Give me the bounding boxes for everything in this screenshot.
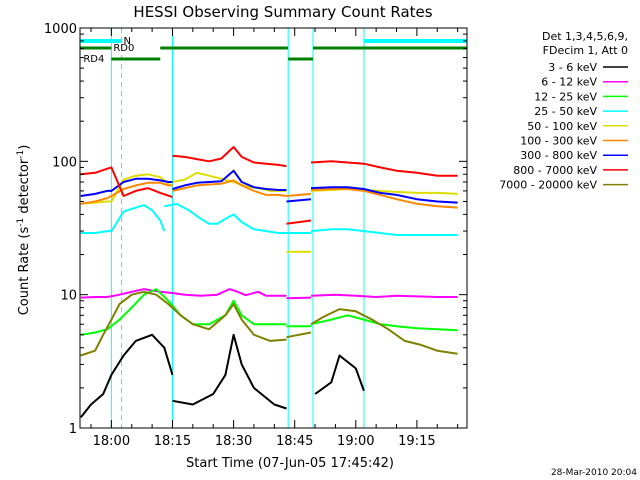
series-7-segment-1 [172,146,287,168]
legend-label-6: 300 - 800 keV [520,149,597,162]
x-axis-label: Start Time (07-Jun-05 17:45:42) [186,456,394,471]
legend-header-0: Det 1,3,4,5,6,9, [542,30,628,43]
chart-title: HESSI Observing Summary Count Rates [133,3,432,21]
x-tick-label-1: 18:15 [154,434,191,449]
x-tick-label-5: 19:15 [398,434,435,449]
mode-label-n: N [124,36,131,47]
legend-label-2: 12 - 25 keV [534,90,597,103]
series-6-segment-3 [310,186,458,204]
series-5-segment-0 [80,181,173,205]
series-3-segment-1 [164,202,287,234]
legend-header-1: FDecim 1, Att 0 [543,44,628,57]
axes: 18:00 18:15 18:30 18:45 19:00 19:15 1 10 100 1000 [44,22,467,449]
series-8-segment-1 [286,331,312,339]
x-tick-label-0: 18:00 [93,434,130,449]
mode-label-rd0: RD0 [113,43,134,54]
legend-label-8: 7000 - 20000 keV [499,179,597,192]
legend-label-3: 25 - 50 keV [534,105,597,118]
legend-label-0: 3 - 6 keV [548,61,597,74]
timestamp: 28-Mar-2010 20:04 [551,468,637,478]
series-3-segment-3 [310,228,458,236]
legend-label-7: 800 - 7000 keV [513,164,597,177]
mode-label-rd4: RD4 [83,54,104,65]
series-1-segment-1 [286,296,312,300]
series-0-segment-0 [80,333,174,419]
y-axis-label: Count Rate (s-1 detector-1) [16,145,32,316]
x-tick-label-3: 18:45 [276,434,313,449]
legend-label-5: 100 - 300 keV [520,135,597,148]
x-tick-label-4: 19:00 [337,434,374,449]
legend-label-4: 50 - 100 keV [527,120,597,133]
series-0-segment-2 [314,354,365,395]
series-1-segment-2 [310,293,458,298]
series-1-segment-0 [80,288,287,299]
y-tick-label-1: 10 [60,289,77,304]
y-tick-label-0: 1 [69,422,77,437]
series-group [80,146,458,419]
series-3-segment-0 [80,204,166,234]
x-tick-label-2: 18:30 [215,434,252,449]
legend: Det 1,3,4,5,6,9,FDecim 1, Att 0 3 - 6 keV… [499,30,628,192]
series-6-segment-0 [80,177,173,197]
series-6-segment-2 [286,198,312,203]
mode-boundaries [79,28,468,428]
series-5-segment-2 [286,192,312,197]
y-tick-label-2: 100 [52,155,77,170]
y-tick-label-3: 1000 [44,22,77,37]
series-0-segment-1 [172,333,287,410]
plot-frame [79,27,468,429]
series-2-segment-2 [310,314,458,332]
series-5-segment-1 [172,179,287,197]
series-7-segment-3 [310,160,458,177]
series-6-segment-1 [172,169,287,191]
series-5-segment-3 [310,188,458,209]
legend-label-1: 6 - 12 keV [541,76,597,89]
series-7-segment-2 [286,219,312,225]
series-8-segment-0 [80,290,287,357]
series-7-segment-0 [80,166,173,198]
series-8-segment-2 [310,308,458,355]
